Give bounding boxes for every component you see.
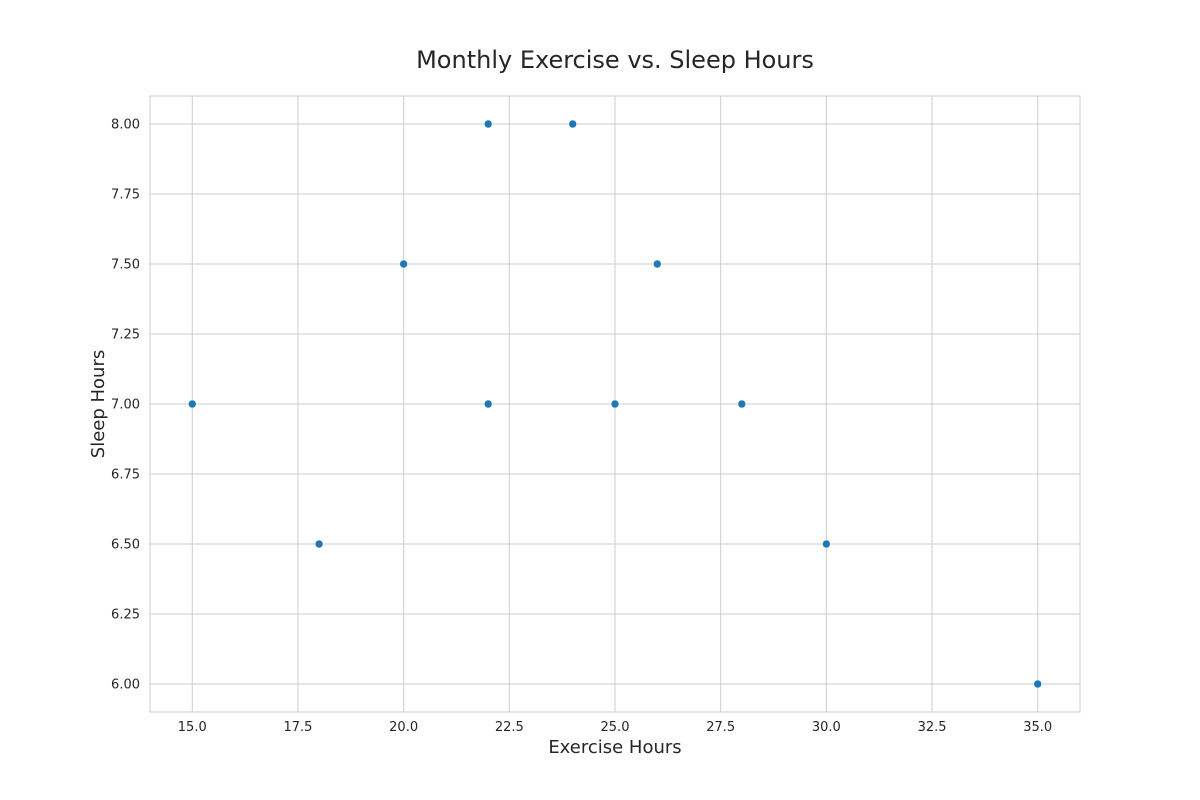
y-tick-label: 6.50	[111, 538, 140, 553]
y-tick-label: 6.25	[111, 608, 140, 623]
x-tick-label: 32.5	[918, 720, 947, 735]
data-point	[399, 259, 408, 269]
x-tick-label: 30.0	[812, 720, 841, 735]
data-point	[822, 539, 831, 549]
data-point	[483, 119, 493, 129]
data-point	[187, 399, 197, 409]
data-point	[610, 399, 620, 409]
data-point	[1033, 679, 1043, 689]
y-axis-label: Sleep Hours	[88, 350, 109, 458]
data-point	[314, 539, 324, 549]
x-tick-label: 20.0	[389, 720, 418, 735]
y-tick-label: 6.00	[111, 678, 140, 693]
y-tick-label: 8.00	[111, 118, 140, 133]
data-point	[737, 399, 747, 409]
x-tick-label: 27.5	[706, 720, 735, 735]
y-tick-label: 7.75	[111, 188, 140, 203]
data-point	[483, 399, 493, 409]
x-tick-label: 22.5	[495, 720, 524, 735]
y-tick-label: 7.50	[111, 258, 140, 273]
x-axis-ticks: 15.0 17.5 20.0 22.5 25.0 27.5 30.0 32.5 35.0	[178, 720, 1052, 735]
x-tick-label: 25.0	[601, 720, 630, 735]
y-axis-ticks: 6.00 6.25 6.50 6.75 7.00 7.25 7.50 7.75 8.00	[111, 118, 140, 693]
x-axis-label: Exercise Hours	[548, 737, 681, 758]
data-point	[568, 119, 578, 129]
x-tick-label: 17.5	[283, 720, 312, 735]
chart-title: Monthly Exercise vs. Sleep Hours	[416, 46, 814, 74]
y-tick-label: 6.75	[111, 468, 140, 483]
x-tick-label: 35.0	[1023, 720, 1052, 735]
x-tick-label: 15.0	[178, 720, 207, 735]
data-point	[652, 259, 662, 269]
data-points	[187, 119, 1043, 689]
plot-area-frame	[149, 95, 1081, 713]
y-tick-label: 7.00	[111, 398, 140, 413]
y-tick-label: 7.25	[111, 328, 140, 343]
